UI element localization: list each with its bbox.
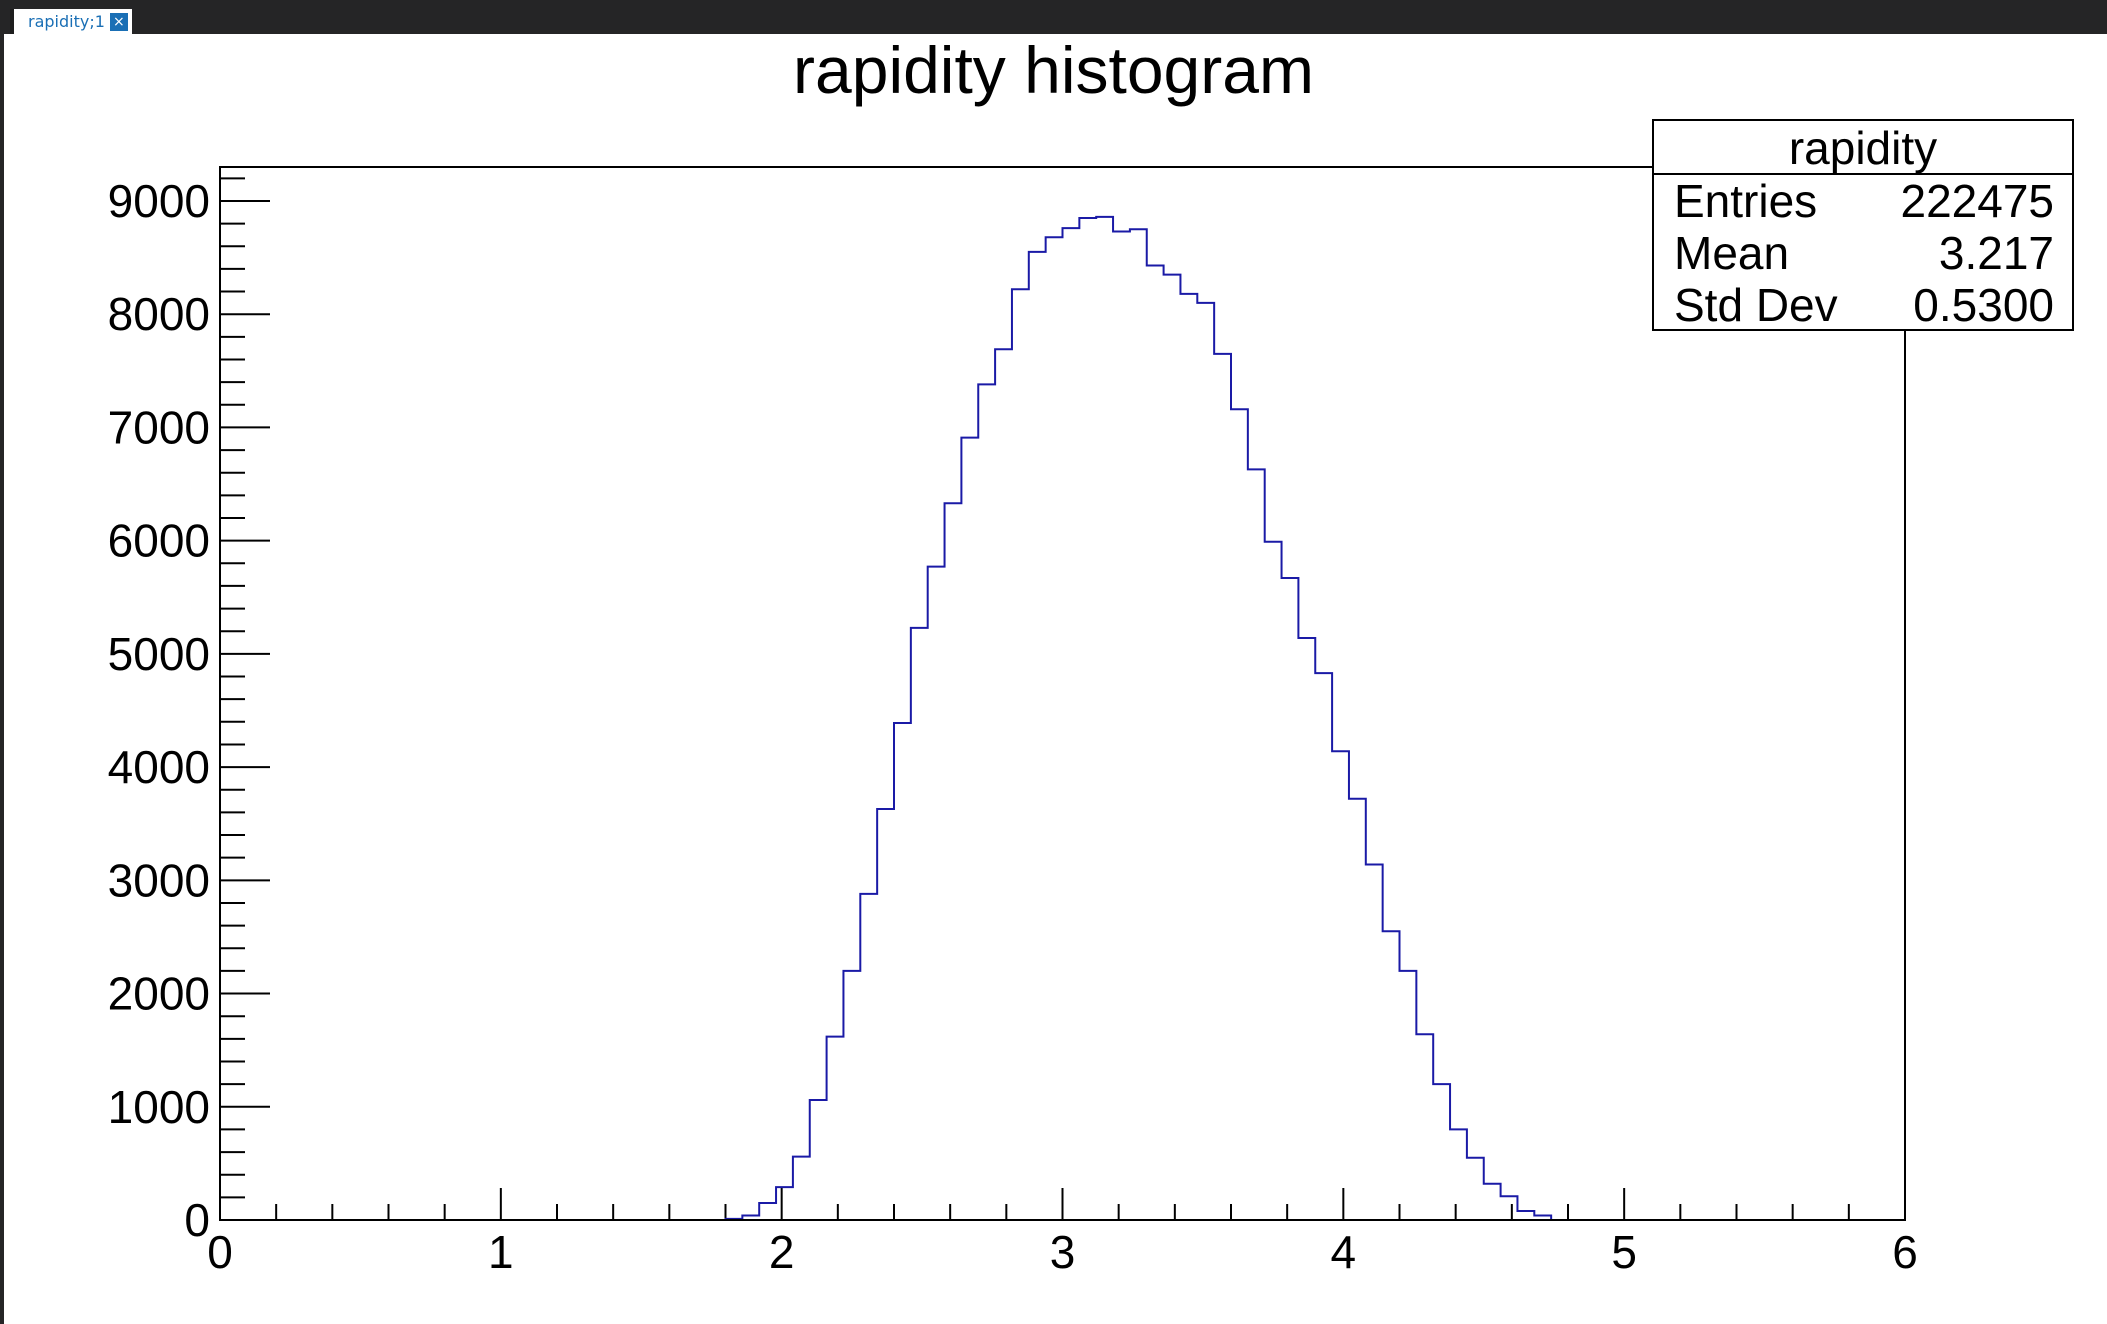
x-tick-label: 1 xyxy=(488,1226,514,1278)
stats-label: Entries xyxy=(1674,175,1818,227)
stats-row-mean: Mean 3.217 xyxy=(1654,227,2072,279)
stats-box: rapidity Entries 222475 Mean 3.217 Std D… xyxy=(1652,119,2074,331)
x-tick-label: 0 xyxy=(207,1226,233,1278)
tab-rapidity[interactable]: rapidity;1 × xyxy=(10,9,132,34)
x-tick-label: 3 xyxy=(1050,1226,1076,1278)
stats-value: 3.217 xyxy=(1938,227,2054,279)
tab-bar: rapidity;1 × xyxy=(0,0,2107,34)
y-tick-label: 3000 xyxy=(108,854,210,906)
y-tick-label: 0 xyxy=(184,1194,210,1246)
chart-title: rapidity histogram xyxy=(793,33,1314,107)
x-tick-label: 2 xyxy=(769,1226,795,1278)
stats-row-std-dev: Std Dev 0.5300 xyxy=(1654,279,2072,331)
tab-label: rapidity;1 xyxy=(28,12,105,31)
y-tick-label: 9000 xyxy=(108,175,210,227)
x-tick-label: 4 xyxy=(1331,1226,1357,1278)
histogram-line xyxy=(724,215,1568,1221)
y-tick-label: 5000 xyxy=(108,628,210,680)
plot-frame xyxy=(219,166,1906,1221)
stats-row-entries: Entries 222475 xyxy=(1654,175,2072,227)
stats-title: rapidity xyxy=(1654,121,2072,175)
x-tick-label: 5 xyxy=(1611,1226,1637,1278)
y-tick-label: 8000 xyxy=(108,288,210,340)
x-tick-label: 6 xyxy=(1892,1226,1918,1278)
stats-value: 222475 xyxy=(1900,175,2055,227)
stats-value: 0.5300 xyxy=(1913,279,2054,331)
y-tick-label: 4000 xyxy=(108,741,210,793)
y-tick-label: 7000 xyxy=(108,401,210,453)
y-tick-label: 2000 xyxy=(108,968,210,1020)
close-icon[interactable]: × xyxy=(109,12,128,31)
stats-label: Std Dev xyxy=(1674,279,1838,331)
window-edge xyxy=(0,34,4,1324)
stats-label: Mean xyxy=(1674,227,1790,279)
y-tick-label: 1000 xyxy=(108,1081,210,1133)
y-tick-label: 6000 xyxy=(108,515,210,567)
